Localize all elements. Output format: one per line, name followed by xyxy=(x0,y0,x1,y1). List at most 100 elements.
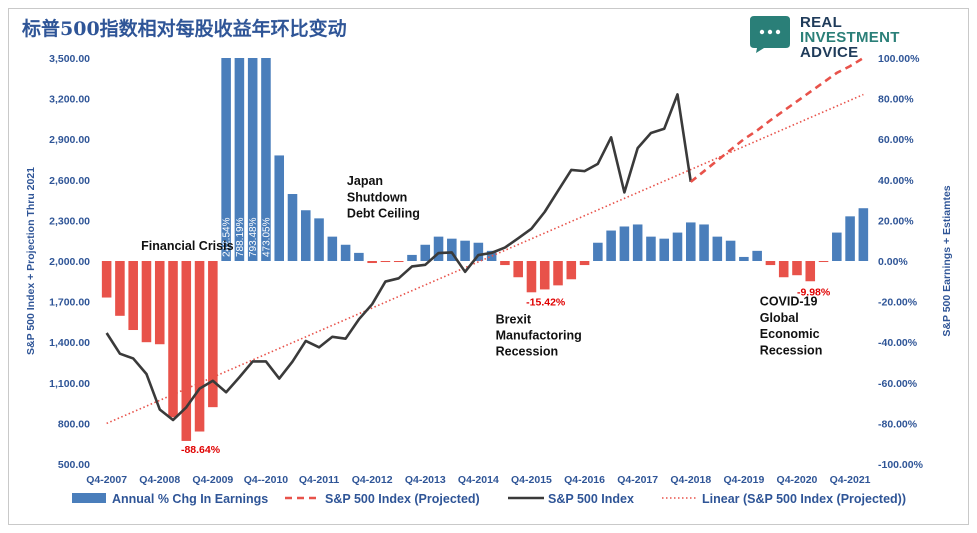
legend-swatch-bar xyxy=(72,493,106,503)
legend-label: Linear (S&P 500 Index (Projected)) xyxy=(702,492,906,506)
earnings-bar xyxy=(486,250,497,261)
right-tick-label: -60.00% xyxy=(878,378,918,390)
x-tick-label: Q4-2008 xyxy=(139,474,180,486)
earnings-bar xyxy=(460,240,470,261)
x-tick-label: Q4-2016 xyxy=(564,474,605,486)
left-tick-label: 3,200.00 xyxy=(49,94,90,106)
speech-bubble-icon xyxy=(750,16,790,53)
x-tick-label: Q4-2018 xyxy=(670,474,711,486)
earnings-bar xyxy=(526,261,537,293)
left-tick-label: 800.00 xyxy=(58,418,90,430)
earnings-bar xyxy=(247,58,258,261)
logo-text: REAL INVESTMENT ADVICE xyxy=(800,15,900,60)
logo-badge xyxy=(750,16,790,53)
linear-trend-line xyxy=(106,93,864,425)
right-tick-label: 40.00% xyxy=(878,175,914,187)
earnings-bar xyxy=(380,261,391,263)
event-annotation: Global xyxy=(760,311,799,325)
right-tick-label: -80.00% xyxy=(878,418,918,430)
earnings-bar xyxy=(314,218,324,261)
x-axis-ticks: Q4-2007 Q4-2008 Q4-2009 Q4--2010 Q4-2011 Q4-2… xyxy=(86,474,870,486)
legend-label: Annual % Chg In Earnings xyxy=(112,492,268,506)
right-tick-label: 60.00% xyxy=(878,134,914,146)
earnings-bar xyxy=(208,261,218,408)
earnings-bar xyxy=(513,261,523,278)
earnings-bar xyxy=(128,261,138,331)
earnings-bar xyxy=(115,261,125,316)
earnings-bar xyxy=(685,222,696,261)
earnings-bar xyxy=(101,261,112,298)
right-tick-label: -20.00% xyxy=(878,297,918,309)
bar-inside-labels: 242.54% 788.19% 793.48% 473.05% xyxy=(222,217,273,257)
earnings-bar xyxy=(858,208,869,261)
earnings-bar xyxy=(553,261,563,286)
earnings-bar xyxy=(393,261,404,263)
earnings-bar xyxy=(632,224,643,261)
earnings-bar xyxy=(805,261,816,282)
earnings-bar xyxy=(274,155,285,261)
left-tick-label: 1,700.00 xyxy=(49,297,90,309)
earnings-bar xyxy=(593,242,603,261)
earnings-bar xyxy=(181,261,192,441)
earnings-bar xyxy=(141,261,152,343)
left-tick-label: 2,000.00 xyxy=(49,256,90,268)
event-annotation: Financial Crisis xyxy=(141,239,233,253)
earnings-bar xyxy=(154,261,165,345)
earnings-bar xyxy=(778,261,789,278)
left-tick-label: 3,500.00 xyxy=(49,53,90,65)
event-annotation: Shutdown xyxy=(347,190,407,204)
earnings-bar xyxy=(473,242,484,261)
earnings-bar xyxy=(327,236,338,261)
earnings-bar xyxy=(194,261,205,432)
x-tick-label: Q4-2017 xyxy=(617,474,658,486)
earnings-bar xyxy=(792,261,802,276)
event-annotation: Recession xyxy=(760,343,823,357)
event-annotation: Manufactoring xyxy=(496,328,582,342)
right-tick-label: 80.00% xyxy=(878,94,914,106)
earnings-bar xyxy=(712,236,723,261)
earnings-bar xyxy=(752,250,762,261)
logo-line-2: INVESTMENT xyxy=(800,29,900,46)
earnings-bar xyxy=(659,238,670,261)
right-tick-label: -100.00% xyxy=(878,459,924,471)
x-tick-label: Q4-2011 xyxy=(299,474,339,486)
x-tick-label: Q4-2013 xyxy=(405,474,446,486)
event-annotation: Debt Ceiling xyxy=(347,207,420,221)
earnings-bar xyxy=(832,232,842,261)
event-annotation: Economic xyxy=(760,327,820,341)
earnings-bar xyxy=(168,261,178,418)
earnings-bar xyxy=(447,238,457,261)
right-tick-label: 0.00% xyxy=(878,256,908,268)
sp500-index-line xyxy=(105,93,693,422)
sp500-projected-line xyxy=(689,56,865,183)
x-tick-label: Q4-2019 xyxy=(723,474,764,486)
earnings-bar xyxy=(606,230,616,261)
x-tick-label: Q4-2012 xyxy=(352,474,393,486)
event-annotation: Brexit xyxy=(496,312,532,326)
value-annotation: -88.64% xyxy=(181,444,221,456)
left-tick-label: 2,300.00 xyxy=(49,215,90,227)
right-tick-label: 20.00% xyxy=(878,215,914,227)
earnings-bar xyxy=(354,252,364,261)
earnings-bar xyxy=(739,256,749,261)
x-tick-label: Q4-2014 xyxy=(458,474,499,486)
bar-value-label: 473.05% xyxy=(261,217,272,257)
earnings-bar xyxy=(818,261,829,263)
x-tick-label: Q4-2007 xyxy=(86,474,127,486)
x-tick-label: Q4-2015 xyxy=(511,474,552,486)
bar-value-label: 793.48% xyxy=(248,217,259,257)
earnings-bar xyxy=(646,236,656,261)
earnings-bar xyxy=(287,194,298,261)
earnings-bar xyxy=(566,261,577,280)
left-tick-label: 2,600.00 xyxy=(49,175,90,187)
earnings-bar xyxy=(845,216,855,261)
earnings-bar xyxy=(765,261,776,266)
x-tick-label: Q4-2009 xyxy=(192,474,233,486)
event-annotation: Recession xyxy=(496,345,559,359)
index-lines xyxy=(105,56,865,425)
event-annotation: Japan xyxy=(347,174,383,188)
legend-label: S&P 500 Index (Projected) xyxy=(325,492,480,506)
earnings-bar xyxy=(340,244,351,261)
x-tick-label: Q4-2020 xyxy=(777,474,818,486)
earnings-bar xyxy=(725,240,736,261)
